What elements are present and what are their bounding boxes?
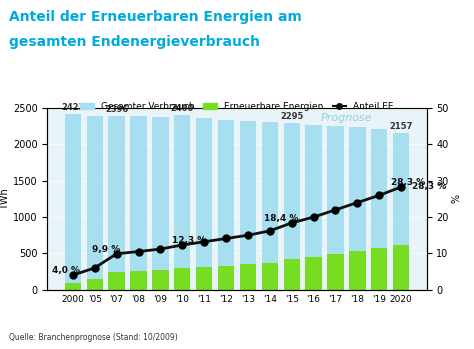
Bar (130, 272, 147, 290)
Bar (327, 126, 344, 254)
Bar (393, 133, 410, 245)
Text: Prognose: Prognose (320, 113, 372, 123)
Text: 4,0 %: 4,0 % (52, 266, 80, 275)
Bar (109, 273, 125, 290)
Text: 28,3 %: 28,3 % (412, 183, 447, 192)
Text: 12,3 %: 12,3 % (172, 236, 206, 245)
Text: 2423: 2423 (61, 103, 84, 112)
Legend: Gesamter Verbrauch, Erneuerbare Energien, Anteil EE: Gesamter Verbrauch, Erneuerbare Energien… (76, 99, 398, 115)
Y-axis label: %: % (451, 194, 462, 203)
Bar (130, 116, 147, 272)
Text: 2295: 2295 (280, 112, 303, 121)
Y-axis label: TWh: TWh (0, 188, 10, 210)
Bar (196, 118, 212, 267)
Bar (64, 283, 81, 290)
Bar (174, 268, 191, 290)
Bar (152, 117, 169, 270)
Bar (349, 127, 365, 251)
Bar (349, 251, 365, 290)
Bar (218, 266, 234, 290)
Bar (262, 262, 278, 290)
Bar (64, 114, 81, 283)
Bar (87, 279, 103, 290)
Bar (371, 129, 387, 248)
Text: Anteil der Erneuerbaren Energien am: Anteil der Erneuerbaren Energien am (9, 10, 302, 24)
Bar (283, 123, 300, 259)
Bar (109, 116, 125, 273)
Bar (152, 270, 169, 290)
Text: Quelle: Branchenprognose (Stand: 10/2009): Quelle: Branchenprognose (Stand: 10/2009… (9, 333, 178, 342)
Text: 2157: 2157 (390, 122, 413, 131)
Text: 2396: 2396 (105, 105, 128, 113)
Bar (305, 257, 322, 290)
Bar (262, 122, 278, 262)
Bar (240, 265, 256, 290)
Bar (87, 116, 103, 279)
Text: 28,3 %: 28,3 % (391, 178, 425, 187)
Text: 2400: 2400 (171, 104, 194, 113)
Text: gesamten Endenergieverbrauch: gesamten Endenergieverbrauch (9, 35, 261, 49)
Bar (283, 259, 300, 290)
Bar (393, 245, 410, 290)
Bar (196, 267, 212, 290)
Bar (371, 248, 387, 290)
Bar (327, 254, 344, 290)
Bar (218, 120, 234, 266)
Text: 9,9 %: 9,9 % (91, 245, 120, 254)
Bar (305, 125, 322, 257)
Bar (174, 116, 191, 268)
Text: 18,4 %: 18,4 % (264, 214, 298, 223)
Bar (240, 121, 256, 265)
